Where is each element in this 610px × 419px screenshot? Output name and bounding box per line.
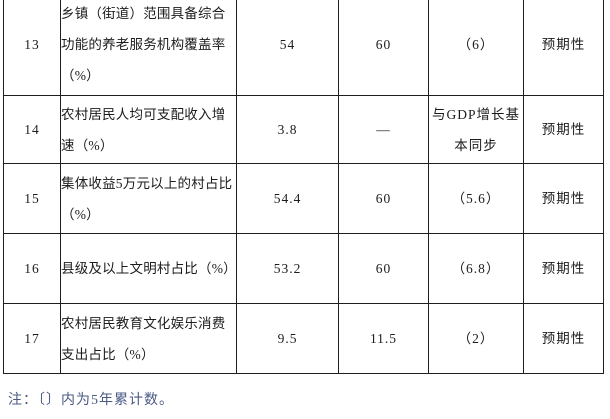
cumulative-cell: （2） — [428, 303, 524, 374]
value-cell: 53.2 — [236, 233, 339, 304]
cumulative-cell: （6.8） — [428, 233, 524, 304]
row-number-cell: 16 — [3, 233, 61, 304]
target-cell: 60 — [338, 0, 429, 96]
cumulative-cell: （5.6） — [428, 163, 524, 234]
attribute-cell: 预期性 — [523, 303, 604, 374]
indicator-name-cell: 集体收益5万元以上的村占比（%） — [60, 163, 237, 234]
indicator-name-cell: 农村居民人均可支配收入增速（%） — [60, 95, 237, 164]
indicator-name-cell: 县级及以上文明村占比（%） — [60, 233, 237, 304]
indicator-name-cell: 乡镇（街道）范围具备综合功能的养老服务机构覆盖率（%） — [60, 0, 237, 96]
value-cell: 54 — [236, 0, 339, 96]
indicator-name-cell: 农村居民教育文化娱乐消费支出占比（%） — [60, 303, 237, 374]
value-cell: 9.5 — [236, 303, 339, 374]
target-cell: 60 — [338, 163, 429, 234]
attribute-cell: 预期性 — [523, 95, 604, 164]
cumulative-cell: （6） — [428, 0, 524, 96]
indicators-table: 13 乡镇（街道）范围具备综合功能的养老服务机构覆盖率（%） 54 60 （6）… — [3, 0, 604, 374]
attribute-cell: 预期性 — [523, 163, 604, 234]
target-cell: — — [338, 95, 429, 164]
row-number-cell: 17 — [3, 303, 61, 374]
table-row: 13 乡镇（街道）范围具备综合功能的养老服务机构覆盖率（%） 54 60 （6）… — [3, 0, 604, 96]
row-number-cell: 15 — [3, 163, 61, 234]
target-cell: 11.5 — [338, 303, 429, 374]
value-cell: 3.8 — [236, 95, 339, 164]
attribute-cell: 预期性 — [523, 0, 604, 96]
table-row: 14 农村居民人均可支配收入增速（%） 3.8 — 与GDP增长基本同步 预期性 — [3, 95, 604, 164]
target-cell: 60 — [338, 233, 429, 304]
attribute-cell: 预期性 — [523, 233, 604, 304]
footnote: 注：〔〕内为5年累计数。 — [8, 393, 174, 408]
indicators-table-wrap: 13 乡镇（街道）范围具备综合功能的养老服务机构覆盖率（%） 54 60 （6）… — [3, 0, 604, 374]
table-row: 17 农村居民教育文化娱乐消费支出占比（%） 9.5 11.5 （2） 预期性 — [3, 303, 604, 374]
table-row: 15 集体收益5万元以上的村占比（%） 54.4 60 （5.6） 预期性 — [3, 163, 604, 234]
cumulative-cell: 与GDP增长基本同步 — [428, 95, 524, 164]
value-cell: 54.4 — [236, 163, 339, 234]
row-number-cell: 14 — [3, 95, 61, 164]
table-row: 16 县级及以上文明村占比（%） 53.2 60 （6.8） 预期性 — [3, 233, 604, 304]
row-number-cell: 13 — [3, 0, 61, 96]
